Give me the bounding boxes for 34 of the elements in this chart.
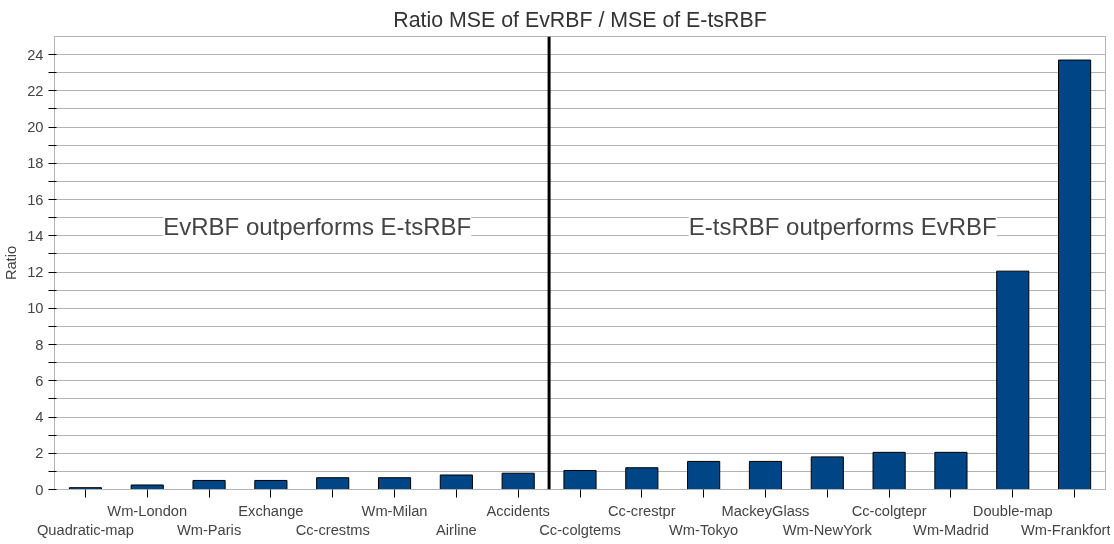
- annotation: E-tsRBF outperforms EvRBF: [688, 213, 997, 241]
- y-tick-label: 8: [35, 336, 44, 353]
- y-tick-label: 10: [27, 300, 44, 317]
- y-tick-label: 14: [27, 227, 44, 244]
- y-tick-label: 22: [27, 82, 44, 99]
- x-tick-label: Exchange: [238, 502, 304, 519]
- x-tick-label: Wm-Paris: [176, 521, 242, 538]
- y-tick-label: 20: [27, 119, 44, 136]
- x-tick-label: Wm-Madrid: [913, 521, 989, 538]
- x-tick-label: Airline: [435, 521, 477, 538]
- x-tick-label: Wm-London: [107, 502, 188, 519]
- y-tick-label: 18: [27, 155, 44, 172]
- y-tick-label: 6: [35, 372, 44, 389]
- x-tick-label: Wm-Tokyo: [669, 521, 739, 538]
- x-tick-label: Quadratic-map: [36, 521, 134, 538]
- y-tick-label: 24: [27, 46, 44, 63]
- chart-title: Ratio MSE of EvRBF / MSE of E-tsRBF: [393, 7, 767, 32]
- y-tick-label: 12: [27, 264, 44, 281]
- x-tick-label: Cc-crestms: [295, 521, 370, 538]
- x-tick-label: Accidents: [486, 502, 550, 519]
- y-tick-label: 4: [35, 409, 44, 426]
- x-tick-label: Double-map: [972, 502, 1053, 519]
- y-axis-title: Ratio: [3, 245, 20, 281]
- x-tick-label: Wm-NewYork: [782, 521, 873, 538]
- y-tick-label: 2: [35, 445, 44, 462]
- annotation: EvRBF outperforms E-tsRBF: [163, 213, 472, 241]
- x-tick-label: MackeyGlass: [721, 502, 810, 519]
- y-tick-label: 0: [35, 481, 44, 498]
- x-tick-label: Cc-crestpr: [608, 502, 676, 519]
- x-tick-label: Wm-Frankfort: [1020, 521, 1111, 538]
- x-tick-label: Cc-colgtepr: [851, 502, 927, 519]
- x-tick-label: Cc-colgtems: [539, 521, 621, 538]
- x-tick-label: Wm-Milan: [361, 502, 428, 519]
- y-tick-label: 16: [27, 191, 44, 208]
